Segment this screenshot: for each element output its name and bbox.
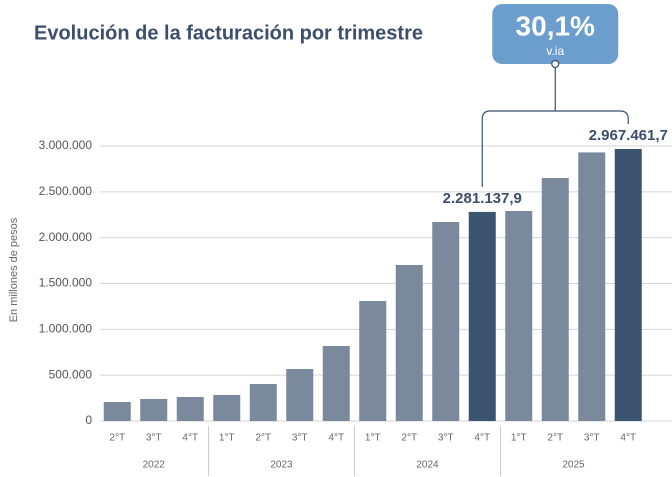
bar (395, 264, 423, 421)
x-tick-label: 2°T (109, 433, 125, 444)
x-tick-label: 3°T (146, 433, 162, 444)
x-tick-label: 1°T (219, 433, 235, 444)
x-tick-label: 2°T (401, 433, 417, 444)
bracket (481, 110, 629, 187)
x-tick-label: 1°T (511, 433, 527, 444)
bar (359, 301, 387, 421)
x-tick-label: 3°T (438, 433, 454, 444)
bar (468, 211, 496, 421)
chart-title: Evolución de la facturación por trimestr… (34, 22, 423, 44)
badge-dot (551, 59, 560, 69)
x-group-label: 2022 (143, 460, 166, 471)
x-tick-label: 4°T (474, 433, 490, 444)
bar (176, 396, 204, 421)
badge-subtext: v.ia (546, 44, 564, 58)
bar (213, 394, 241, 421)
badge-value: 30,1% (516, 10, 595, 41)
y-tick-label: 500.000 (49, 367, 93, 381)
x-group-label: 2024 (416, 460, 439, 471)
bar (578, 152, 606, 421)
x-tick-label: 3°T (584, 433, 600, 444)
y-tick-label: 1.500.000 (39, 276, 93, 290)
bar (614, 148, 642, 422)
x-group-label: 2023 (270, 460, 293, 471)
y-tick-label: 2.000.000 (39, 230, 93, 244)
y-tick-label: 3.000.000 (39, 138, 93, 152)
bar (286, 369, 314, 421)
bar (432, 221, 460, 421)
y-tick-label: 1.000.000 (39, 322, 93, 336)
x-tick-label: 2°T (255, 433, 271, 444)
x-tick-label: 3°T (292, 433, 308, 444)
x-group-label: 2025 (562, 460, 585, 471)
y-axis-label: En millones de pesos (8, 217, 20, 322)
x-tick-label: 1°T (365, 433, 381, 444)
bar (505, 210, 533, 421)
bar (249, 383, 277, 421)
x-tick-label: 2°T (547, 433, 563, 444)
value-label: 2.281.137,9 (443, 190, 522, 207)
x-tick-label: 4°T (328, 433, 344, 444)
value-label: 2.967.461,7 (589, 127, 668, 144)
bar (322, 346, 350, 421)
y-tick-label: 2.500.000 (39, 184, 93, 198)
x-tick-label: 4°T (182, 433, 198, 444)
bar (541, 177, 569, 421)
badge (492, 4, 619, 64)
x-tick-label: 4°T (620, 433, 636, 444)
y-tick-label: 0 (85, 413, 92, 427)
bar (103, 402, 131, 421)
bar (140, 399, 168, 421)
